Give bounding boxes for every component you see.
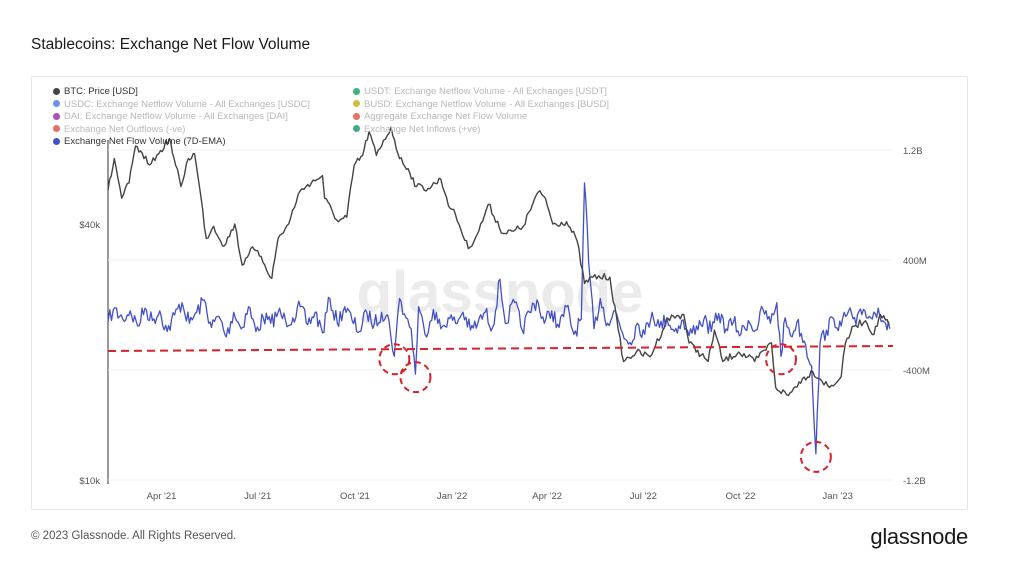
legend-dot-icon bbox=[53, 125, 60, 133]
annotation-circle bbox=[765, 343, 798, 376]
legend-item[interactable]: Exchange Net Inflows (+ve) bbox=[353, 124, 480, 137]
legend-dot-icon bbox=[53, 87, 60, 95]
legend-label: Exchange Net Flow Volume (7D-EMA) bbox=[64, 136, 226, 148]
legend-label: Exchange Net Outflows (-ve) bbox=[64, 123, 186, 135]
legend-dot-icon bbox=[353, 100, 360, 108]
x-tick-label: Oct '21 bbox=[340, 491, 370, 502]
x-tick-label: Jul '21 bbox=[244, 491, 271, 502]
legend-dot-icon bbox=[353, 112, 360, 120]
annotation-circle bbox=[378, 343, 411, 376]
legend-item[interactable]: USDT: Exchange Netflow Volume - All Exch… bbox=[353, 86, 607, 99]
right-tick-label: -1.2B bbox=[903, 476, 926, 487]
right-tick-label: -400M bbox=[903, 366, 930, 377]
copyright-text: © 2023 Glassnode. All Rights Reserved. bbox=[31, 530, 237, 542]
watermark-text: glassnode bbox=[357, 260, 644, 325]
x-tick-label: Jan '22 bbox=[437, 491, 467, 502]
legend-label: Aggregate Exchange Net Flow Volume bbox=[364, 111, 528, 123]
legend-label: USDC: Exchange Netflow Volume - All Exch… bbox=[64, 98, 311, 110]
x-tick-label: Apr '21 bbox=[147, 491, 177, 502]
series-line-btc-price bbox=[107, 126, 890, 397]
left-tick-label: $40k bbox=[79, 220, 100, 231]
x-tick-label: Apr '22 bbox=[532, 491, 562, 502]
legend-item[interactable]: BTC: Price [USD] bbox=[53, 86, 138, 99]
right-tick-label: 400M bbox=[903, 256, 927, 267]
legend-label: BTC: Price [USD] bbox=[64, 86, 138, 97]
legend-dot-icon bbox=[53, 112, 60, 120]
legend-dot-icon bbox=[353, 125, 360, 133]
chart-frame bbox=[31, 76, 968, 510]
series-line-net-flow-7d-ema bbox=[107, 182, 891, 455]
legend-item[interactable]: Aggregate Exchange Net Flow Volume bbox=[353, 111, 527, 124]
legend-label: USDT: Exchange Netflow Volume - All Exch… bbox=[364, 86, 607, 97]
legend-label: Exchange Net Inflows (+ve) bbox=[364, 123, 481, 135]
left-tick-label: $10k bbox=[79, 476, 100, 487]
page-title: Stablecoins: Exchange Net Flow Volume bbox=[31, 36, 311, 53]
legend-dot-icon bbox=[353, 87, 360, 95]
legend-item[interactable]: Exchange Net Outflows (-ve) bbox=[53, 124, 185, 137]
legend-item[interactable]: Exchange Net Flow Volume (7D-EMA) bbox=[53, 136, 226, 149]
annotation-circle bbox=[799, 440, 832, 473]
x-tick-label: Oct '22 bbox=[726, 491, 756, 502]
legend-item[interactable]: USDC: Exchange Netflow Volume - All Exch… bbox=[53, 99, 310, 112]
legend-label: DAI: Exchange Netflow Volume - All Excha… bbox=[64, 111, 288, 123]
annotation-threshold-line bbox=[107, 345, 894, 352]
legend-dot-icon bbox=[53, 100, 60, 108]
x-tick-label: Jul '22 bbox=[630, 491, 657, 502]
legend-dot-icon bbox=[53, 137, 60, 145]
legend-item[interactable]: DAI: Exchange Netflow Volume - All Excha… bbox=[53, 111, 288, 124]
x-tick-label: Jan '23 bbox=[823, 491, 853, 502]
glassnode-logo: glassnode bbox=[870, 524, 968, 549]
legend-item[interactable]: BUSD: Exchange Netflow Volume - All Exch… bbox=[353, 99, 609, 112]
right-tick-label: 1.2B bbox=[903, 146, 923, 157]
annotation-circle bbox=[399, 361, 432, 394]
legend-label: BUSD: Exchange Netflow Volume - All Exch… bbox=[364, 98, 610, 110]
